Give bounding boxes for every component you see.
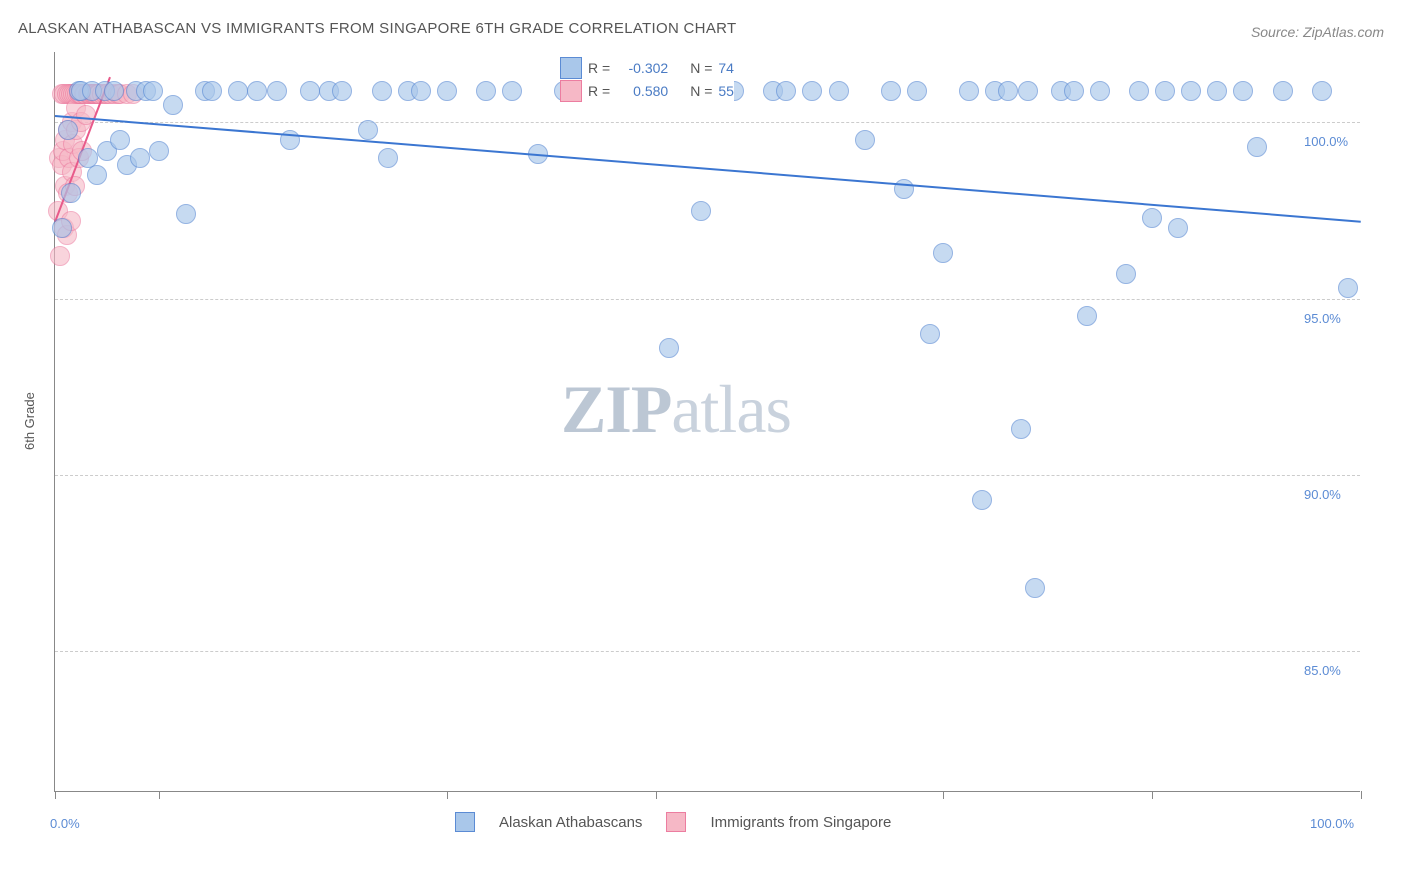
legend-row-pink: R = 0.580 N = 55	[560, 80, 734, 102]
correlation-legend: R = -0.302 N = 74 R = 0.580 N = 55	[560, 56, 734, 103]
data-point-blue	[1011, 419, 1031, 439]
r-label: R =	[588, 60, 610, 76]
data-point-blue	[332, 81, 352, 101]
series-label-pink: Immigrants from Singapore	[710, 814, 891, 831]
data-point-blue	[58, 120, 78, 140]
data-point-blue	[1207, 81, 1227, 101]
legend-row-blue: R = -0.302 N = 74	[560, 57, 734, 79]
x-tick-label-first: 0.0%	[50, 816, 80, 831]
data-point-blue	[149, 141, 169, 161]
plot-area: ZIPatlas	[54, 52, 1360, 792]
source-label: Source: ZipAtlas.com	[1251, 24, 1384, 40]
data-point-blue	[855, 130, 875, 150]
data-point-blue	[1233, 81, 1253, 101]
data-point-blue	[52, 218, 72, 238]
n-value-blue: 74	[718, 60, 734, 76]
data-point-blue	[1025, 578, 1045, 598]
x-tick	[943, 791, 944, 799]
data-point-blue	[1338, 278, 1358, 298]
data-point-blue	[881, 81, 901, 101]
x-tick	[1152, 791, 1153, 799]
x-tick	[55, 791, 56, 799]
data-point-blue	[300, 81, 320, 101]
x-tick	[656, 791, 657, 799]
data-point-blue	[933, 243, 953, 263]
x-tick	[1361, 791, 1362, 799]
data-point-blue	[176, 204, 196, 224]
data-point-blue	[1247, 137, 1267, 157]
data-point-blue	[110, 130, 130, 150]
data-point-blue	[1312, 81, 1332, 101]
data-point-blue	[959, 81, 979, 101]
data-point-blue	[1018, 81, 1038, 101]
x-tick-label-last: 100.0%	[1310, 816, 1354, 831]
data-point-blue	[247, 81, 267, 101]
data-point-blue	[972, 490, 992, 510]
data-point-blue	[998, 81, 1018, 101]
data-point-blue	[130, 148, 150, 168]
data-point-blue	[476, 81, 496, 101]
data-point-blue	[1181, 81, 1201, 101]
gridline-h	[55, 122, 1360, 123]
data-point-blue	[1116, 264, 1136, 284]
data-point-blue	[776, 81, 796, 101]
data-point-blue	[1077, 306, 1097, 326]
x-tick	[447, 791, 448, 799]
y-tick-label: 95.0%	[1304, 311, 1341, 326]
gridline-h	[55, 651, 1360, 652]
data-point-blue	[691, 201, 711, 221]
data-point-blue	[358, 120, 378, 140]
data-point-blue	[411, 81, 431, 101]
data-point-blue	[61, 183, 81, 203]
x-tick	[159, 791, 160, 799]
data-point-blue	[1129, 81, 1149, 101]
data-point-blue	[659, 338, 679, 358]
y-tick-label: 100.0%	[1304, 134, 1348, 149]
r-value-blue: -0.302	[616, 60, 668, 76]
data-point-blue	[1090, 81, 1110, 101]
data-point-blue	[87, 165, 107, 185]
n-value-pink: 55	[718, 83, 734, 99]
swatch-blue	[455, 812, 475, 832]
gridline-h	[55, 299, 1360, 300]
swatch-pink	[560, 80, 582, 102]
y-tick-label: 90.0%	[1304, 487, 1341, 502]
data-point-blue	[437, 81, 457, 101]
chart-title: ALASKAN ATHABASCAN VS IMMIGRANTS FROM SI…	[18, 20, 736, 37]
data-point-blue	[829, 81, 849, 101]
swatch-blue	[560, 57, 582, 79]
data-point-blue	[378, 148, 398, 168]
data-point-blue	[920, 324, 940, 344]
data-point-blue	[372, 81, 392, 101]
series-legend: Alaskan Athabascans Immigrants from Sing…	[455, 812, 891, 832]
data-point-blue	[228, 81, 248, 101]
data-point-blue	[143, 81, 163, 101]
r-value-pink: 0.580	[616, 83, 668, 99]
r-label: R =	[588, 83, 610, 99]
data-point-pink	[50, 246, 70, 266]
y-tick-label: 85.0%	[1304, 663, 1341, 678]
swatch-pink	[666, 812, 686, 832]
watermark: ZIPatlas	[561, 370, 791, 449]
data-point-blue	[202, 81, 222, 101]
data-point-blue	[907, 81, 927, 101]
data-point-blue	[1142, 208, 1162, 228]
data-point-blue	[104, 81, 124, 101]
data-point-blue	[163, 95, 183, 115]
data-point-blue	[1155, 81, 1175, 101]
data-point-blue	[1168, 218, 1188, 238]
data-point-blue	[502, 81, 522, 101]
y-axis-title: 6th Grade	[22, 392, 37, 450]
series-label-blue: Alaskan Athabascans	[499, 814, 642, 831]
n-label: N =	[690, 83, 712, 99]
data-point-blue	[267, 81, 287, 101]
data-point-blue	[802, 81, 822, 101]
data-point-blue	[1273, 81, 1293, 101]
gridline-h	[55, 475, 1360, 476]
data-point-blue	[1064, 81, 1084, 101]
n-label: N =	[690, 60, 712, 76]
